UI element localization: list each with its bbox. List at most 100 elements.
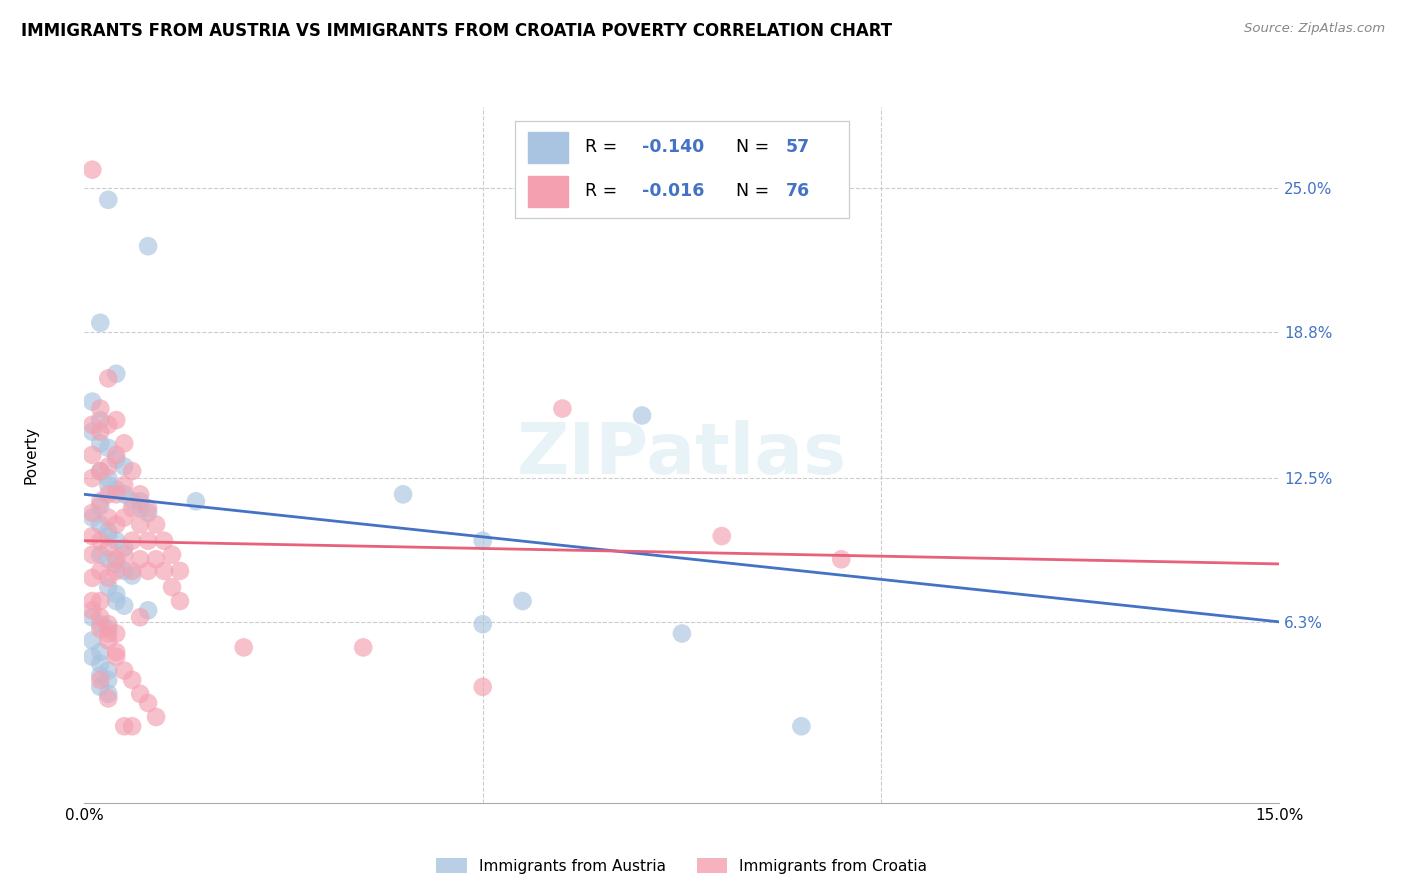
Point [97, 580, 120, 594]
Point [105, 626, 128, 640]
Point [89, 425, 111, 439]
Point [160, 580, 183, 594]
Point [89, 436, 111, 450]
Point [82, 510, 104, 524]
Point [121, 719, 143, 733]
Point [105, 649, 128, 664]
Point [89, 657, 111, 671]
Point [121, 673, 143, 687]
Text: Poverty: Poverty [22, 425, 38, 484]
Point [97, 626, 120, 640]
Point [471, 680, 494, 694]
Point [82, 425, 104, 439]
Legend: Immigrants from Austria, Immigrants from Croatia: Immigrants from Austria, Immigrants from… [430, 852, 934, 880]
Point [145, 710, 167, 724]
Point [82, 471, 104, 485]
Point [89, 499, 111, 513]
Point [89, 680, 111, 694]
Point [82, 633, 104, 648]
Point [129, 610, 152, 624]
Point [169, 564, 191, 578]
Point [89, 610, 111, 624]
Point [105, 564, 128, 578]
Point [830, 552, 852, 566]
Point [184, 494, 207, 508]
Point [129, 494, 152, 508]
Text: 76: 76 [786, 182, 810, 200]
Point [89, 668, 111, 682]
Text: N =: N = [725, 182, 775, 200]
Text: 57: 57 [786, 138, 810, 156]
Point [121, 464, 143, 478]
Point [136, 696, 159, 710]
Point [551, 401, 574, 416]
Point [105, 645, 128, 659]
Point [136, 506, 159, 520]
Point [89, 594, 111, 608]
Point [89, 548, 111, 562]
Point [97, 664, 120, 678]
Point [121, 494, 143, 508]
Point [82, 610, 104, 624]
Point [129, 552, 152, 566]
Point [121, 533, 143, 548]
Bar [529, 176, 568, 207]
Point [89, 517, 111, 532]
Point [105, 517, 128, 532]
Point [97, 622, 120, 636]
Point [352, 640, 374, 655]
Point [89, 533, 111, 548]
Point [153, 533, 176, 548]
Text: ZIPatlas: ZIPatlas [517, 420, 846, 490]
Point [129, 687, 152, 701]
Point [89, 617, 111, 632]
Point [89, 564, 111, 578]
Point [136, 501, 159, 516]
Point [145, 552, 167, 566]
Point [89, 673, 111, 687]
Point [153, 564, 176, 578]
Point [471, 533, 494, 548]
Point [121, 501, 143, 516]
Point [129, 487, 152, 501]
Text: IMMIGRANTS FROM AUSTRIA VS IMMIGRANTS FROM CROATIA POVERTY CORRELATION CHART: IMMIGRANTS FROM AUSTRIA VS IMMIGRANTS FR… [21, 22, 893, 40]
Point [471, 617, 494, 632]
Point [97, 541, 120, 555]
Point [160, 548, 183, 562]
Point [121, 564, 143, 578]
Text: R =: R = [585, 182, 623, 200]
Point [169, 594, 191, 608]
Point [89, 401, 111, 416]
Point [97, 617, 120, 632]
Point [89, 413, 111, 427]
Point [112, 487, 135, 501]
Point [121, 568, 143, 582]
Point [112, 510, 135, 524]
Point [136, 533, 159, 548]
Point [232, 640, 254, 655]
Point [136, 603, 159, 617]
Point [82, 448, 104, 462]
Point [105, 594, 128, 608]
Point [631, 409, 654, 423]
Point [97, 524, 120, 539]
Point [112, 459, 135, 474]
Point [89, 464, 111, 478]
Point [105, 557, 128, 571]
Text: -0.140: -0.140 [641, 138, 704, 156]
Point [105, 367, 128, 381]
Bar [529, 132, 568, 163]
Point [89, 464, 111, 478]
Text: N =: N = [725, 138, 775, 156]
Point [82, 394, 104, 409]
Point [105, 552, 128, 566]
Point [89, 645, 111, 659]
Text: -0.016: -0.016 [641, 182, 704, 200]
Point [89, 622, 111, 636]
Point [97, 687, 120, 701]
Point [97, 459, 120, 474]
Point [82, 162, 104, 177]
Point [82, 594, 104, 608]
Point [97, 441, 120, 455]
Point [112, 478, 135, 492]
